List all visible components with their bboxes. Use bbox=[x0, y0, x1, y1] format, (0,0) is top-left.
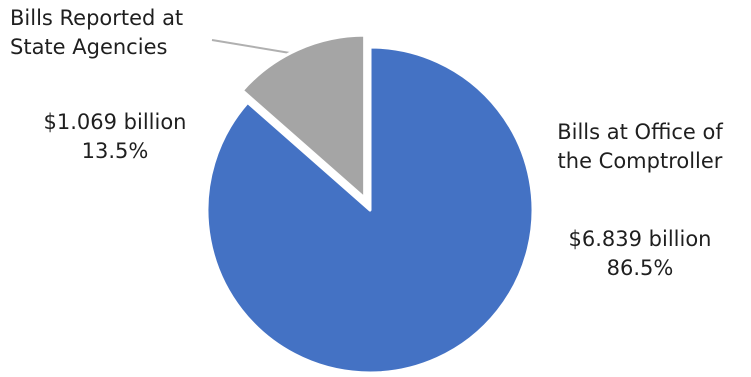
label-state-agencies-line-2: State Agencies bbox=[10, 35, 168, 59]
value-state-agencies: $1.069 billion bbox=[43, 110, 187, 134]
leader-line bbox=[211, 39, 303, 56]
label-comptroller-line-2: the Comptroller bbox=[557, 149, 723, 173]
value-comptroller: $6.839 billion bbox=[568, 227, 712, 251]
label-state-agencies: Bills Reported at State Agencies bbox=[10, 4, 183, 62]
pie-slice-state-agencies bbox=[240, 33, 367, 200]
percent-comptroller: 86.5% bbox=[606, 256, 674, 280]
pie-slice-comptroller bbox=[205, 45, 535, 375]
value-label-state-agencies: $1.069 billion 13.5% bbox=[20, 108, 210, 166]
label-comptroller: Bills at Office of the Comptroller bbox=[535, 118, 745, 176]
label-state-agencies-line-1: Bills Reported at bbox=[10, 6, 184, 30]
percent-state-agencies: 13.5% bbox=[81, 139, 149, 163]
value-label-comptroller: $6.839 billion 86.5% bbox=[545, 225, 735, 283]
label-comptroller-line-1: Bills at Office of bbox=[557, 120, 723, 144]
